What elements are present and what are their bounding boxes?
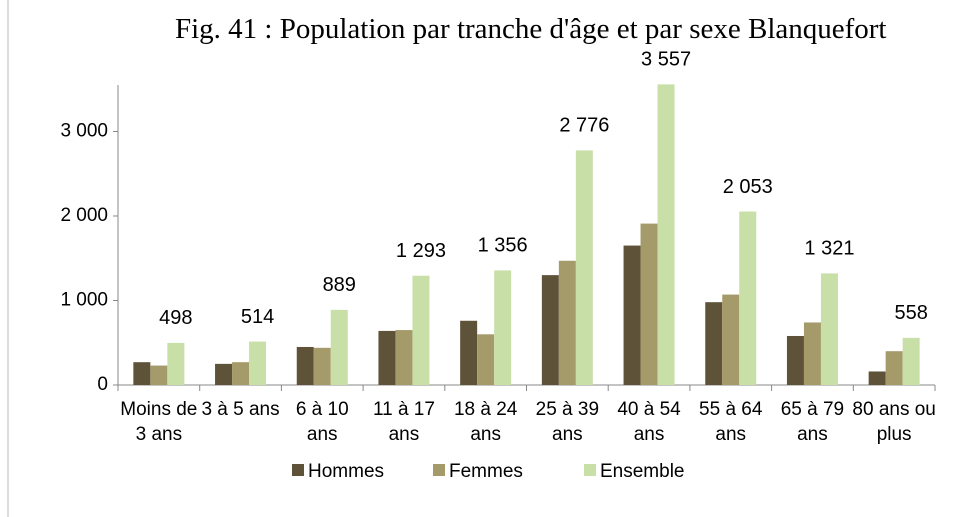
bar: [575, 150, 593, 385]
bar: [330, 309, 348, 385]
data-label: 498: [159, 307, 192, 329]
y-tick-label: 2 000: [60, 205, 108, 226]
bar: [558, 260, 576, 385]
y-tick-label: 0: [97, 374, 108, 395]
data-label: 2 053: [723, 176, 773, 198]
bar: [820, 273, 838, 385]
x-tick-label: Moins de 3 ans: [120, 399, 198, 445]
bar: [167, 342, 185, 385]
legend-label: Ensemble: [600, 461, 685, 482]
bar: [623, 245, 641, 385]
data-label: 558: [894, 302, 927, 324]
y-tick-label: 1 000: [60, 290, 108, 311]
data-label: 1 321: [804, 238, 854, 260]
bar: [313, 347, 331, 385]
x-tick-label: 65 à 79 ans: [780, 399, 845, 445]
bar: [460, 320, 478, 385]
bar: [296, 346, 314, 385]
bar: [722, 294, 740, 385]
data-label: 514: [241, 306, 274, 328]
x-tick-label: 55 à 64 ans: [699, 399, 763, 445]
data-label: 3 557: [641, 49, 691, 71]
legend-swatch: [292, 464, 304, 476]
bar: [249, 341, 267, 385]
bar: [885, 351, 903, 385]
x-tick-label: 11 à 17 ans: [372, 399, 435, 445]
bar: [215, 363, 233, 385]
bar: [133, 362, 151, 385]
legend-label: Femmes: [449, 461, 523, 482]
bar: [412, 275, 430, 385]
legend-swatch: [584, 464, 596, 476]
x-tick-label: 3 à 5 ans: [201, 399, 280, 420]
data-label: 889: [323, 274, 356, 296]
x-tick-label: 80 ans ou plus: [852, 399, 936, 445]
x-tick-label: 25 à 39 ans: [535, 399, 600, 445]
x-tick-label: 6 à 10 ans: [295, 399, 349, 445]
bar: [640, 223, 658, 385]
bar: [477, 334, 495, 385]
bar: [150, 365, 168, 385]
bar: [902, 337, 920, 385]
bar: [739, 211, 757, 385]
bar: [494, 270, 512, 385]
bar: [868, 371, 886, 385]
bar: [378, 330, 396, 385]
chart-title: Fig. 41 : Population par tranche d'âge e…: [175, 13, 887, 45]
bar: [803, 322, 821, 385]
bar: [786, 335, 804, 385]
x-tick-label: 18 à 24 ans: [453, 399, 518, 445]
bar: [395, 330, 413, 385]
x-tick-label: 40 à 54 ans: [617, 399, 681, 445]
data-label: 1 293: [396, 240, 446, 262]
bar: [657, 84, 675, 385]
data-label: 2 776: [559, 115, 609, 137]
legend-swatch: [433, 464, 445, 476]
bar: [541, 275, 559, 385]
data-label: 1 356: [478, 235, 528, 257]
y-tick-label: 3 000: [60, 120, 108, 141]
bar: [705, 302, 723, 385]
bar: [232, 362, 250, 385]
legend-label: Hommes: [308, 461, 384, 482]
